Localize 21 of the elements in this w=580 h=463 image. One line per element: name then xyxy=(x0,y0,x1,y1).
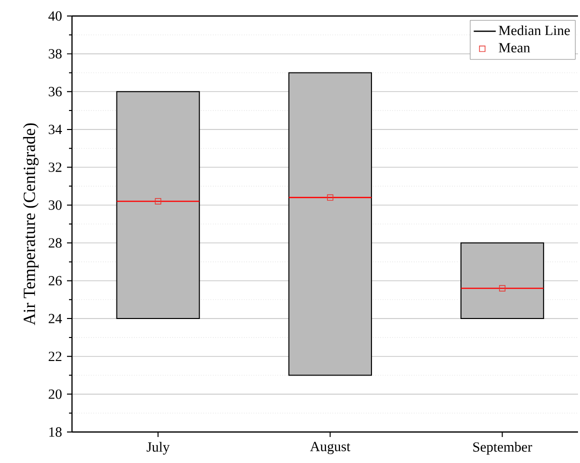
y-tick-label: 40 xyxy=(48,11,62,21)
y-tick-label: 22 xyxy=(48,352,62,361)
point xyxy=(327,194,334,201)
y-tick-label: 18 xyxy=(49,427,62,437)
legend-label: Median Line xyxy=(498,25,570,36)
legend-label: Mean xyxy=(498,43,530,52)
point xyxy=(154,198,162,204)
y-axis-title: Air Temperature (Centigrade) xyxy=(23,123,39,326)
x-tick-label: July xyxy=(146,442,170,455)
point xyxy=(499,285,506,292)
y-tick-label: 20 xyxy=(48,389,62,399)
y-tick-label: 24 xyxy=(48,314,62,324)
y-tick-label: 38 xyxy=(48,49,62,59)
x-tick-label: September xyxy=(473,442,532,455)
y-tick-label: 28 xyxy=(48,238,62,248)
y-tick-label: 36 xyxy=(48,86,62,96)
y-tick-label: 34 xyxy=(48,124,62,134)
y-tick-label: 30 xyxy=(48,200,62,210)
y-tick-label: 32 xyxy=(48,162,62,172)
y-tick-label: 26 xyxy=(48,276,62,286)
x-tick-label: August xyxy=(310,442,350,454)
